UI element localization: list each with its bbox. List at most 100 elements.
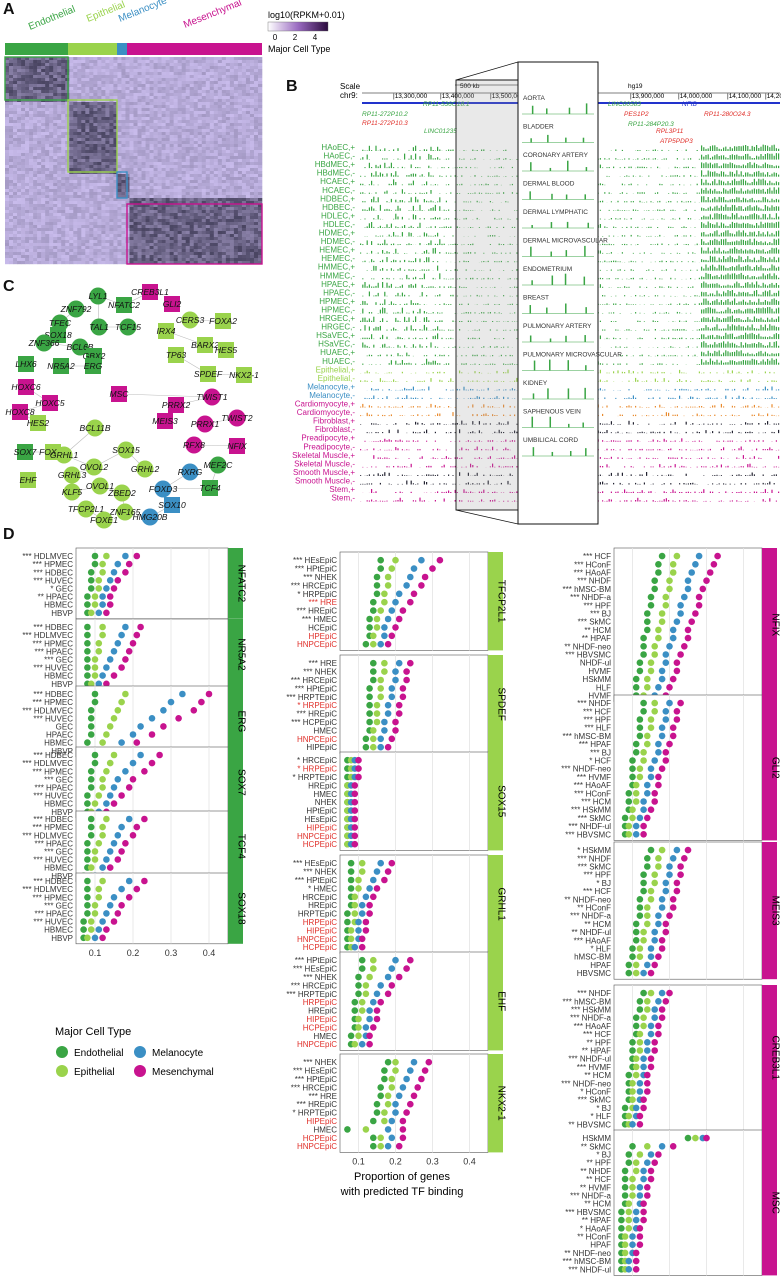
facet-row-label: HNPCEpiC — [297, 735, 337, 744]
data-point — [421, 1067, 429, 1074]
data-point — [636, 1080, 644, 1087]
data-point — [644, 610, 651, 617]
facet-row-label: HREpiC — [308, 901, 337, 910]
dot-plot-facet: GLI2 *** NHDF*** HCF*** HPF*** HLF*** hMS… — [561, 694, 781, 841]
heatmap-legend-title: log10(RPKM+0.01) — [268, 10, 345, 20]
data-point — [392, 1100, 399, 1108]
facet-strip — [762, 548, 777, 702]
network-node-label: MEF2C — [204, 460, 234, 470]
data-point — [118, 739, 125, 746]
network-node-label: LHX6 — [15, 359, 37, 369]
facet-row-label: *** HDLMVEC — [22, 552, 73, 561]
data-point — [114, 910, 122, 917]
facet-row-label: *** HPAEC — [34, 839, 73, 848]
data-point — [621, 1249, 629, 1257]
data-point — [91, 593, 99, 600]
facet-row-label: *** HConF — [574, 560, 611, 569]
data-point — [658, 724, 666, 731]
data-point — [84, 840, 91, 847]
facet-row-label: * HConF — [580, 1088, 611, 1097]
data-point — [644, 626, 651, 634]
facet-row-label: * BJ — [596, 1151, 611, 1160]
network-node-label: CREB3L1 — [131, 287, 169, 297]
data-point — [647, 887, 655, 895]
data-point — [714, 552, 721, 560]
data-point — [684, 634, 692, 642]
facet-strip-label: CREB3L1 — [770, 1035, 781, 1080]
data-point — [647, 896, 655, 903]
data-point — [399, 693, 407, 701]
network-node: SOX15 — [112, 441, 140, 459]
data-point — [625, 961, 633, 969]
data-point — [666, 740, 673, 748]
data-point — [666, 684, 673, 691]
dot-plot-facet: MEIS3* HSkMM*** NHDF*** SkMC*** HPF* BJ*… — [564, 841, 781, 980]
data-point — [632, 684, 640, 691]
data-point — [666, 643, 673, 650]
data-point — [655, 626, 662, 634]
data-point — [381, 1117, 388, 1125]
heatmap-legend-gradient — [267, 21, 329, 32]
data-point — [351, 1007, 359, 1014]
facet-strip — [228, 619, 243, 690]
facet-row-label: * BJ — [596, 879, 611, 888]
data-point — [355, 765, 362, 772]
data-point — [640, 634, 647, 642]
signal-track — [364, 221, 780, 228]
data-point — [377, 1134, 385, 1142]
zoom-tissue-label: DERMAL MICROVASCULAR — [523, 238, 608, 245]
legend-item: Epithelial — [56, 1065, 115, 1078]
network-node-label: TFCP2L1 — [68, 504, 105, 514]
zoom-tissue-label: KIDNEY — [523, 380, 548, 387]
data-point — [125, 560, 133, 568]
data-point — [370, 956, 377, 964]
facet-row-label: *** HRPTEpiC — [286, 693, 337, 702]
facet-row-label: *** HPF — [583, 871, 611, 880]
facet-row-label: HVMF — [588, 667, 611, 676]
data-point — [636, 1112, 644, 1120]
data-point — [647, 667, 655, 675]
data-point — [377, 693, 385, 701]
data-point — [640, 1055, 647, 1062]
facet-strip — [228, 811, 243, 882]
data-point — [84, 848, 91, 855]
data-point — [640, 757, 647, 764]
coordinate-tick-label: |13,900,000 — [630, 93, 665, 100]
data-point — [125, 784, 133, 791]
data-point — [655, 855, 662, 862]
data-point — [87, 768, 95, 775]
data-point — [84, 631, 91, 639]
cell-type-color-bar — [5, 43, 262, 55]
cell-type-legend-title: Major Cell Type — [55, 1026, 131, 1038]
network-node-label: PRRX1 — [191, 419, 220, 429]
data-point — [347, 935, 355, 943]
data-point — [666, 989, 673, 997]
facet-row-label: HBVP — [51, 747, 73, 756]
data-point — [377, 982, 385, 989]
data-point — [87, 585, 95, 592]
data-point — [106, 656, 114, 663]
facet-row-label: *** hMSC-BM — [563, 585, 612, 594]
data-point — [644, 1039, 651, 1046]
data-point — [384, 868, 392, 875]
data-point — [621, 1241, 629, 1248]
data-point — [403, 668, 410, 675]
data-point — [632, 1266, 640, 1273]
data-point — [629, 1080, 636, 1087]
data-point — [99, 593, 106, 600]
data-point — [84, 894, 91, 901]
facet-strip-label: NFIX — [770, 613, 781, 636]
data-point — [125, 815, 133, 823]
facet-row-label: HNPCEpiC — [297, 1040, 337, 1049]
facet-row-label: *** HDLMVEC — [22, 831, 73, 840]
data-point — [658, 732, 666, 740]
data-point — [133, 885, 141, 893]
data-point — [95, 680, 103, 688]
track-label: HDLEC,+ — [321, 211, 355, 220]
track-label: Cardiomyocyte,+ — [295, 400, 356, 409]
facet-row-label: HPAF — [590, 961, 611, 970]
data-point — [99, 601, 106, 608]
data-point — [629, 814, 636, 822]
data-point — [91, 672, 99, 679]
data-point — [381, 590, 388, 598]
